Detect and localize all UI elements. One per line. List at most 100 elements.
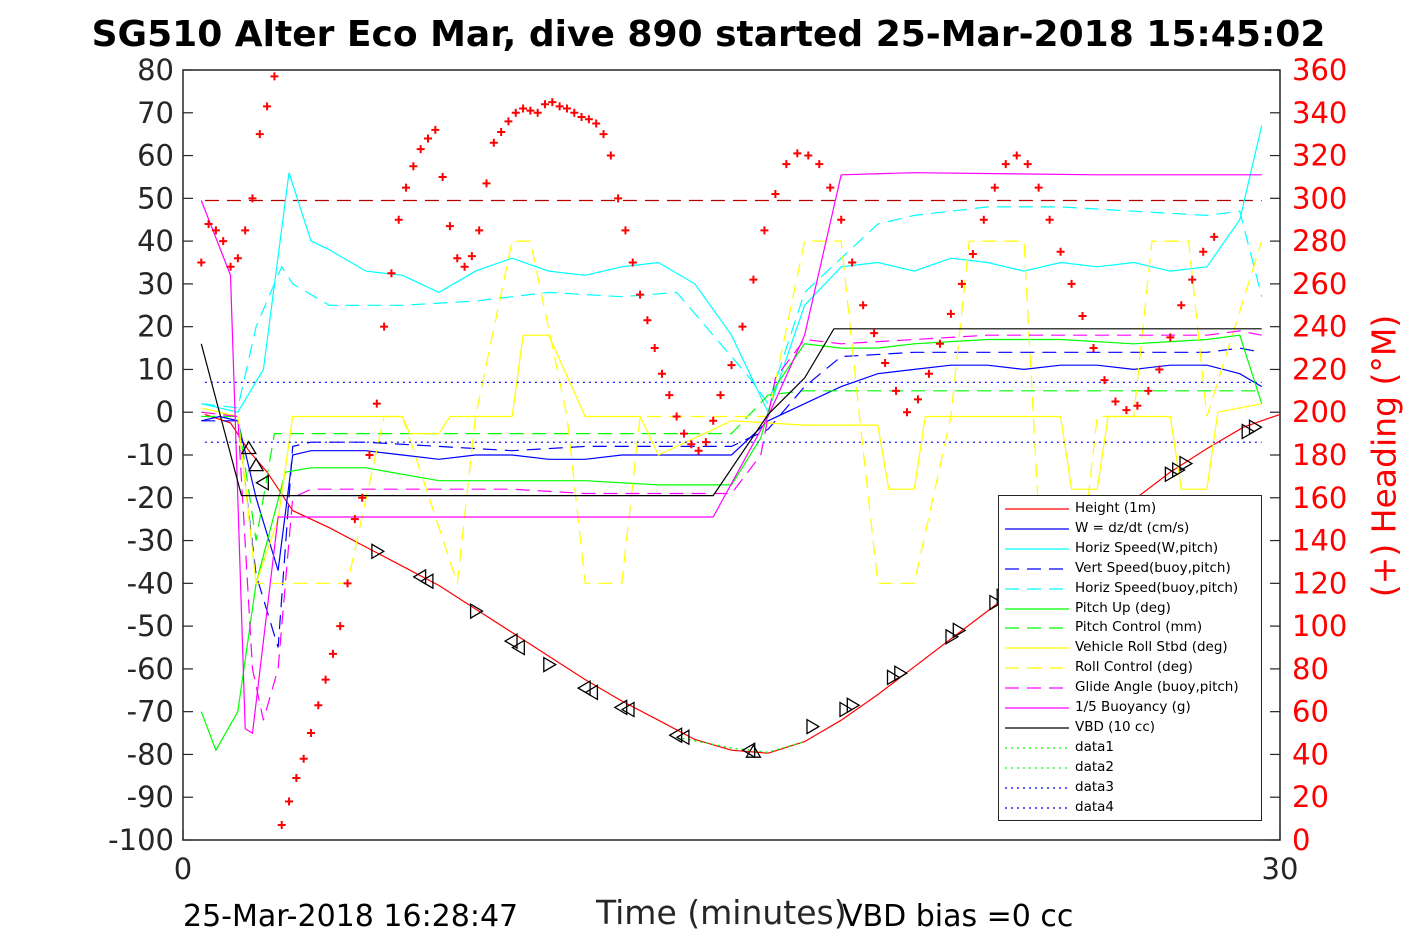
heading-marker	[760, 226, 769, 235]
triangle-marker	[741, 742, 756, 759]
legend-item: data4	[999, 798, 1261, 818]
y-tick-label: -50	[127, 609, 174, 643]
legend-swatch	[1005, 786, 1069, 789]
heading-marker	[968, 249, 977, 258]
triangle-marker	[255, 474, 269, 491]
y-right-tick-label: 100	[1292, 609, 1347, 643]
triangle-marker	[945, 628, 960, 645]
heading-marker	[946, 309, 955, 318]
y-tick-label: 0	[156, 395, 174, 429]
legend-item: data1	[999, 738, 1261, 758]
triangle-marker	[469, 602, 484, 620]
series-line-2	[201, 125, 1263, 414]
heading-marker	[453, 254, 462, 263]
legend-swatch	[1005, 548, 1069, 550]
y-tick-label: 60	[137, 139, 174, 173]
heading-marker	[416, 145, 425, 154]
heading-marker	[650, 344, 659, 353]
heading-marker	[526, 106, 535, 115]
heading-marker	[837, 215, 846, 224]
series-line-10	[200, 172, 1262, 735]
heading-marker	[848, 258, 857, 267]
y-right-tick-label: 160	[1292, 481, 1347, 515]
y-right-tick-label: 80	[1292, 652, 1329, 686]
heading-marker	[1155, 365, 1164, 374]
legend-item: Height (1m)	[999, 499, 1261, 519]
triangle-marker	[886, 669, 901, 686]
heading-marker	[1001, 160, 1010, 169]
x-axis-label: Time (minutes)	[596, 893, 847, 932]
legend-label: Vehicle Roll Stbd (deg)	[1075, 639, 1228, 656]
y-tick-label: -10	[127, 438, 174, 472]
heading-marker	[306, 729, 315, 738]
heading-marker	[1067, 279, 1076, 288]
heading-marker	[467, 252, 476, 261]
heading-marker	[599, 130, 608, 139]
heading-marker	[328, 649, 337, 658]
heading-marker	[643, 316, 652, 325]
y-tick-label: 40	[137, 224, 174, 258]
heading-marker	[541, 100, 550, 109]
heading-marker	[380, 322, 389, 331]
y-right-tick-label: 40	[1292, 737, 1329, 771]
heading-marker	[211, 226, 220, 235]
triangle-marker	[806, 718, 821, 735]
legend-label: Glide Angle (buoy,pitch)	[1075, 679, 1239, 696]
heading-marker	[402, 183, 411, 192]
y-tick-label: -60	[127, 652, 174, 686]
legend-swatch	[1005, 607, 1069, 610]
triangle-marker	[839, 701, 854, 718]
legend-item: 1/5 Buoyancy (g)	[999, 698, 1261, 718]
triangle-marker	[952, 622, 967, 639]
heading-marker	[782, 160, 791, 169]
legend-swatch	[1005, 667, 1069, 669]
legend-swatch	[1005, 806, 1069, 809]
heading-marker	[570, 108, 579, 117]
triangle-marker	[846, 697, 861, 714]
triangle-marker	[1179, 455, 1194, 472]
y-right-tick-label: 0	[1292, 823, 1310, 857]
legend-label: VBD (10 cc)	[1075, 718, 1156, 735]
heading-marker	[727, 361, 736, 370]
heading-marker	[584, 115, 593, 124]
heading-marker	[892, 386, 901, 395]
heading-marker	[445, 222, 454, 231]
heading-marker	[387, 269, 396, 278]
y-tick-label: 70	[137, 96, 174, 130]
heading-marker	[336, 622, 345, 631]
legend-label: 1/5 Buoyancy (g)	[1075, 699, 1191, 715]
heading-marker	[241, 226, 250, 235]
y-tick-label: 30	[137, 267, 174, 301]
heading-marker	[1100, 376, 1109, 385]
y-right-tick-label: 320	[1292, 139, 1347, 173]
legend-label: data2	[1075, 758, 1114, 775]
x-tick-label: 30	[1262, 852, 1299, 886]
heading-marker	[687, 440, 696, 449]
chart-title: SG510 Alter Eco Mar, dive 890 started 25…	[91, 14, 1326, 55]
legend-swatch	[1005, 508, 1069, 510]
heading-marker	[1133, 401, 1142, 410]
heading-marker	[1210, 232, 1219, 241]
heading-marker	[475, 226, 484, 235]
heading-marker	[277, 821, 286, 830]
series-line-11	[200, 328, 1262, 497]
legend-swatch	[1005, 627, 1069, 629]
legend-swatch	[1005, 587, 1069, 590]
heading-marker	[314, 701, 323, 710]
heading-marker	[771, 190, 780, 199]
heading-marker	[815, 160, 824, 169]
heading-marker	[533, 108, 542, 117]
triangle-marker	[247, 457, 265, 472]
triangle-marker	[1248, 419, 1263, 436]
axis-layer: -100-90-80-70-60-50-40-30-20-10010203040…	[108, 53, 1347, 886]
heading-marker	[990, 183, 999, 192]
heading-marker	[1199, 247, 1208, 256]
heading-marker	[701, 438, 710, 447]
legend-swatch	[1005, 687, 1069, 689]
heading-marker	[394, 215, 403, 224]
heading-marker	[1034, 183, 1043, 192]
heading-marker	[592, 119, 601, 128]
heading-marker	[793, 149, 802, 158]
heading-marker	[197, 258, 206, 267]
y-right-tick-label: 20	[1292, 780, 1329, 814]
